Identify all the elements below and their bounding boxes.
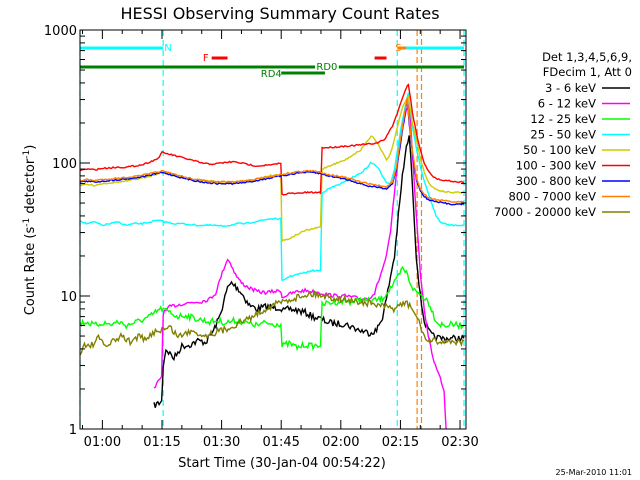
- y-axis-label-mid: detector: [23, 158, 38, 218]
- series-line-8: [79, 290, 465, 356]
- timestamp: 25-Mar-2010 11:01: [556, 468, 633, 477]
- x-axis-label: Start Time (30-Jan-04 00:54:22): [178, 456, 386, 471]
- x-tick-label: 02:15: [382, 435, 419, 450]
- legend-entry-label: 300 - 800 keV: [516, 174, 596, 188]
- series-line-6: [79, 98, 465, 206]
- y-tick-label: 10: [60, 290, 77, 305]
- y-tick-label: 100: [52, 157, 77, 172]
- y-axis-label-end: ): [23, 145, 38, 150]
- x-tick-label: 02:00: [322, 435, 359, 450]
- series-line-3: [79, 92, 465, 282]
- status-bar-label: S: [395, 43, 401, 54]
- status-bar-label: RD4: [261, 69, 282, 80]
- y-axis-label-sup2: -1: [22, 150, 32, 159]
- status-bar-label: N: [164, 43, 171, 54]
- legend-entry-label: 25 - 50 keV: [530, 128, 596, 142]
- legend-header-line-2: FDecim 1, Att 0: [543, 65, 632, 79]
- status-bar-label: F: [203, 53, 209, 64]
- legend-entry-label: 7000 - 20000 keV: [494, 205, 596, 219]
- legend-entry-label: 12 - 25 keV: [530, 112, 596, 126]
- chart-title: HESSI Observing Summary Count Rates: [120, 4, 439, 23]
- y-axis-label-sup1: -1: [22, 218, 32, 227]
- y-axis-label: Count Rate (s-1 detector-1): [22, 145, 38, 316]
- x-tick-label: 01:15: [143, 435, 180, 450]
- legend-entry-label: 3 - 6 keV: [545, 81, 596, 95]
- legend-entry-label: 100 - 300 keV: [516, 159, 596, 173]
- series-line-2: [79, 265, 465, 352]
- x-tick-label: 01:45: [262, 435, 299, 450]
- legend-entry-label: 800 - 7000 keV: [508, 190, 596, 204]
- plot-frame: [79, 29, 467, 430]
- annotation-layer: N S F RD0 RD4: [79, 30, 465, 429]
- legend-entry-label: 50 - 100 keV: [523, 143, 596, 157]
- y-tick-label: 1000: [44, 24, 77, 39]
- series-line-5: [79, 83, 465, 196]
- legend: Det 1,3,4,5,6,9, FDecim 1, Att 0 3 - 6 k…: [494, 50, 632, 219]
- legend-header-line-1: Det 1,3,4,5,6,9,: [542, 50, 632, 64]
- series-line-4: [79, 95, 465, 243]
- y-tick-label: 1: [69, 423, 77, 438]
- x-tick-label: 02:30: [441, 435, 478, 450]
- x-tick-label: 01:00: [84, 435, 121, 450]
- x-tick-label: 01:30: [203, 435, 240, 450]
- legend-entry-label: 6 - 12 keV: [538, 97, 596, 111]
- axes-layer: 1 10 100 1000 01:00 01:15 01:30 01:45 02:00 02:15…: [44, 24, 479, 450]
- series-line-0: [153, 135, 465, 408]
- series-line-7: [79, 97, 465, 204]
- status-bar-label: RD0: [316, 62, 337, 73]
- y-axis-label-main: Count Rate (s: [23, 227, 38, 316]
- series-layer: [79, 83, 465, 430]
